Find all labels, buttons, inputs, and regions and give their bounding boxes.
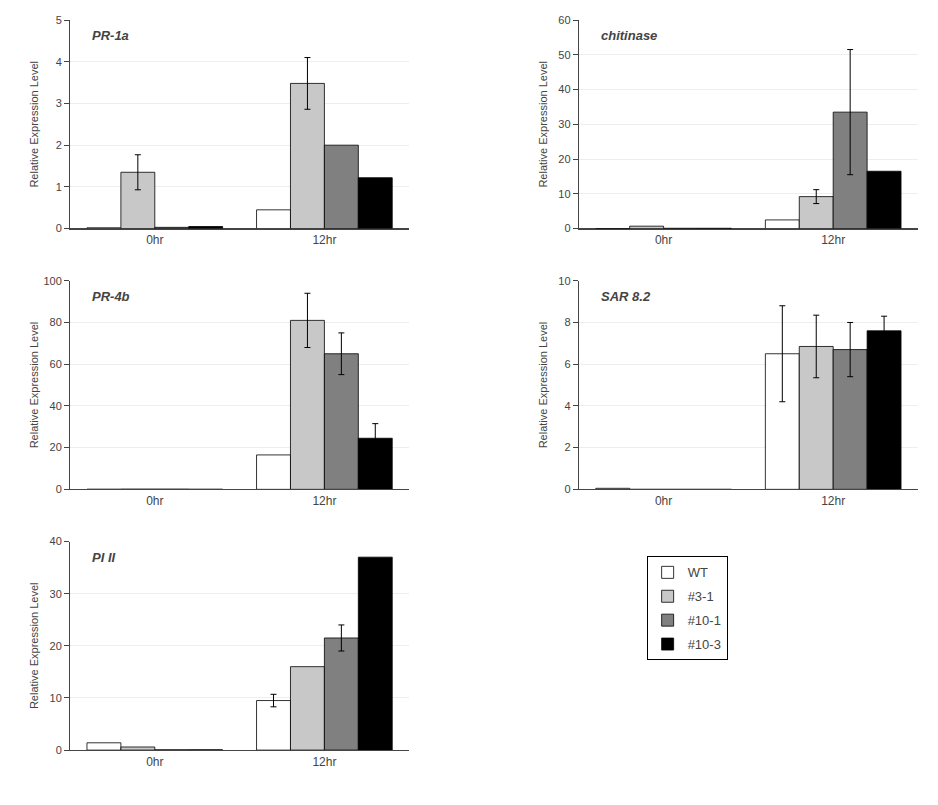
svg-text:0hr: 0hr [655, 494, 672, 508]
svg-text:4: 4 [56, 56, 62, 68]
svg-text:20: 20 [558, 153, 570, 165]
svg-text:PI II: PI II [92, 550, 116, 565]
svg-text:8: 8 [564, 316, 570, 328]
svg-text:12hr: 12hr [312, 494, 336, 508]
svg-text:PR-1a: PR-1a [92, 28, 129, 43]
svg-text:5: 5 [56, 14, 62, 26]
svg-text:SAR 8.2: SAR 8.2 [601, 289, 651, 304]
svg-text:12hr: 12hr [821, 233, 845, 247]
svg-text:40: 40 [558, 83, 570, 95]
svg-text:Relative Expression Level: Relative Expression Level [28, 322, 40, 449]
svg-text:0: 0 [56, 483, 62, 495]
svg-text:0: 0 [56, 222, 62, 234]
svg-text:40: 40 [50, 535, 62, 547]
svg-text:4: 4 [564, 400, 570, 412]
svg-text:chitinase: chitinase [601, 28, 657, 43]
svg-text:12hr: 12hr [821, 494, 845, 508]
svg-text:3: 3 [56, 97, 62, 109]
svg-text:0hr: 0hr [146, 494, 163, 508]
svg-text:#10-3: #10-3 [688, 637, 721, 652]
svg-text:20: 20 [50, 441, 62, 453]
svg-text:0hr: 0hr [146, 233, 163, 247]
svg-text:6: 6 [564, 358, 570, 370]
svg-text:#10-1: #10-1 [688, 613, 721, 628]
svg-text:0: 0 [564, 222, 570, 234]
svg-text:10: 10 [558, 275, 570, 287]
svg-text:1: 1 [56, 181, 62, 193]
svg-text:30: 30 [50, 588, 62, 600]
svg-text:PR-4b: PR-4b [92, 289, 130, 304]
svg-text:30: 30 [558, 118, 570, 130]
svg-text:60: 60 [50, 358, 62, 370]
svg-text:WT: WT [688, 565, 708, 580]
svg-text:#3-1: #3-1 [688, 589, 714, 604]
svg-text:0hr: 0hr [655, 233, 672, 247]
svg-text:Relative Expression Level: Relative Expression Level [537, 61, 549, 188]
svg-text:50: 50 [558, 49, 570, 61]
svg-text:Relative Expression Level: Relative Expression Level [537, 322, 549, 449]
svg-text:0: 0 [56, 744, 62, 756]
svg-text:10: 10 [50, 692, 62, 704]
svg-text:10: 10 [558, 188, 570, 200]
svg-text:60: 60 [558, 14, 570, 26]
svg-text:2: 2 [56, 139, 62, 151]
svg-text:0: 0 [564, 483, 570, 495]
svg-text:Relative Expression Level: Relative Expression Level [28, 583, 40, 710]
svg-text:12hr: 12hr [312, 755, 336, 769]
svg-text:Relative Expression Level: Relative Expression Level [28, 61, 40, 188]
svg-text:12hr: 12hr [312, 233, 336, 247]
svg-text:20: 20 [50, 640, 62, 652]
svg-text:80: 80 [50, 316, 62, 328]
svg-text:40: 40 [50, 400, 62, 412]
svg-text:2: 2 [564, 441, 570, 453]
svg-text:100: 100 [43, 275, 61, 287]
svg-text:0hr: 0hr [146, 755, 163, 769]
